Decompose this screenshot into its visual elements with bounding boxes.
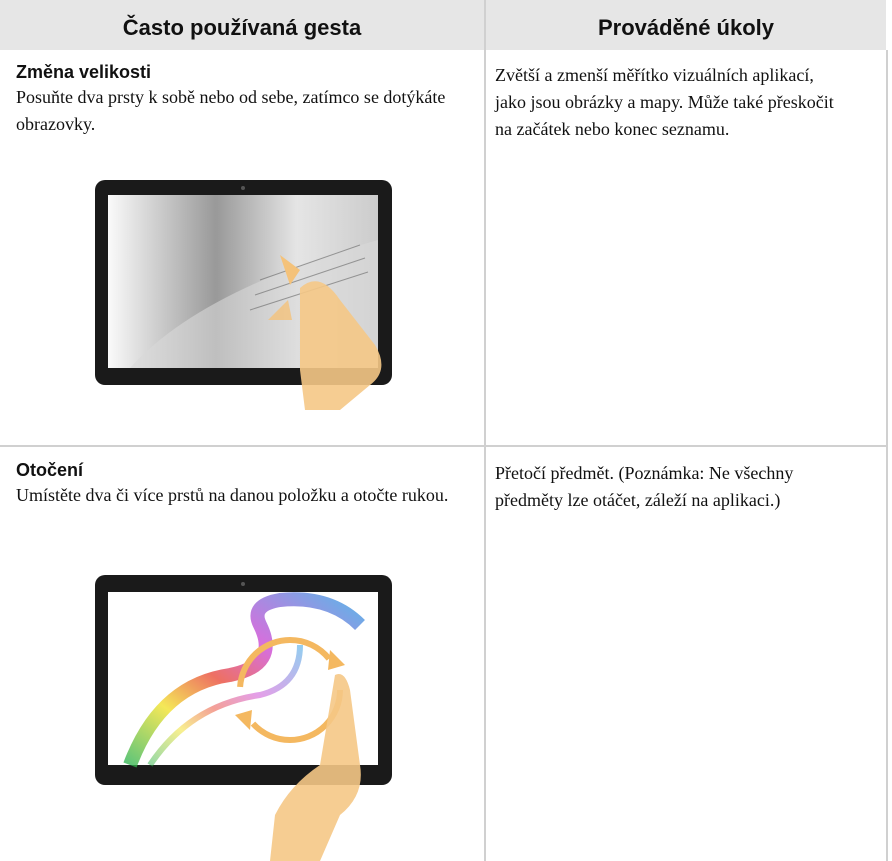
column-header: Často používaná gesta [0,0,484,50]
task-description: Zvětší a zmenší měřítko vizuálních aplik… [495,65,834,139]
rotate-illustration [95,575,392,861]
gesture-description: Umístěte dva či více prstů na danou polo… [16,485,449,505]
column-divider [484,0,486,861]
column-header: Prováděné úkoly [486,0,886,50]
gesture-title: Otočení [16,460,84,480]
task-description: Přetočí předmět. (Poznámka: Ne všechny p… [495,463,794,510]
row-divider [0,445,888,447]
gesture-description: Posuňte dva prsty k sobě nebo od sebe, z… [16,87,446,134]
table-border [886,50,888,861]
gesture-title: Změna velikosti [16,62,152,82]
zoom-illustration [95,180,392,410]
